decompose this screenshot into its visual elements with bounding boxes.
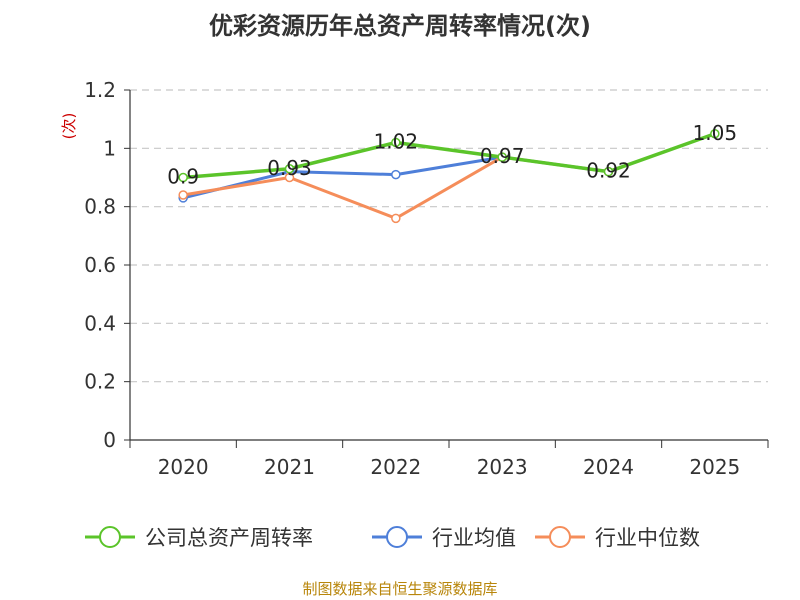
x-tick-label: 2023 bbox=[477, 455, 528, 479]
data-point bbox=[392, 214, 400, 222]
series-line bbox=[183, 157, 608, 218]
x-tick-label: 2025 bbox=[689, 455, 740, 479]
data-label: 0.93 bbox=[267, 156, 312, 180]
data-label: 0.9 bbox=[167, 165, 199, 189]
series-line bbox=[183, 134, 715, 178]
legend-label: 公司总资产周转率 bbox=[145, 526, 313, 550]
y-tick-label: 0.2 bbox=[84, 370, 116, 394]
legend-marker bbox=[550, 527, 570, 547]
data-point bbox=[179, 191, 187, 199]
y-tick-label: 0.8 bbox=[84, 195, 116, 219]
data-label: 1.02 bbox=[374, 130, 419, 154]
x-tick-label: 2024 bbox=[583, 455, 634, 479]
data-label: 1.05 bbox=[693, 121, 738, 145]
legend-marker bbox=[387, 527, 407, 547]
y-tick-label: 0.4 bbox=[84, 311, 116, 335]
y-tick-label: 1 bbox=[103, 136, 116, 160]
data-source-note: 制图数据来自恒生聚源数据库 bbox=[0, 578, 800, 599]
y-axis-title: (次) bbox=[60, 113, 78, 140]
data-point bbox=[392, 171, 400, 179]
y-tick-label: 0 bbox=[103, 428, 116, 452]
data-label: 0.97 bbox=[480, 144, 525, 168]
legend-label: 行业均值 bbox=[432, 526, 516, 550]
data-label: 0.92 bbox=[586, 159, 631, 183]
x-tick-label: 2021 bbox=[264, 455, 315, 479]
x-tick-label: 2022 bbox=[370, 455, 421, 479]
x-tick-label: 2020 bbox=[158, 455, 209, 479]
y-tick-label: 1.2 bbox=[84, 78, 116, 102]
legend-label: 行业中位数 bbox=[595, 526, 700, 550]
legend-marker bbox=[100, 527, 120, 547]
y-tick-label: 0.6 bbox=[84, 253, 116, 277]
